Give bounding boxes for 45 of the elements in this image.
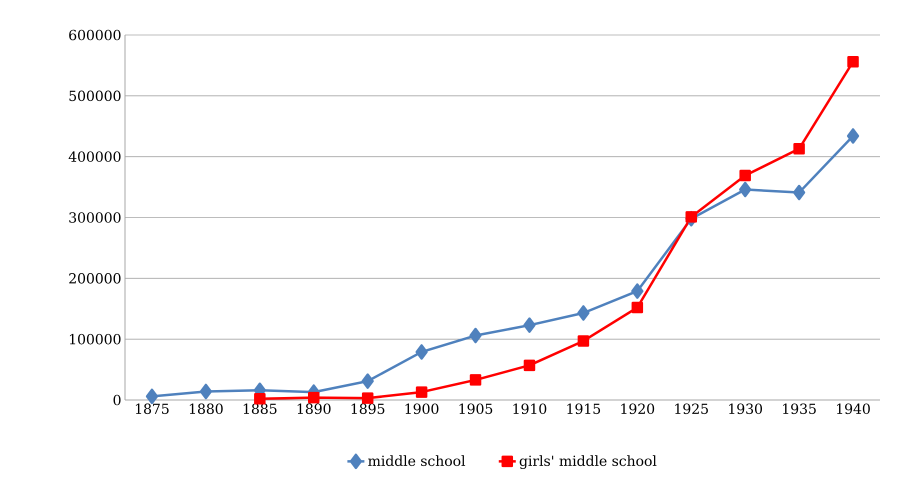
x-tick-label: 1910	[513, 404, 546, 414]
point	[792, 184, 806, 200]
x-tick-label: 1890	[298, 404, 331, 414]
x-tick-label: 1885	[244, 404, 276, 414]
x-tick-label: 1920	[621, 404, 654, 414]
point	[200, 384, 212, 400]
x-tick-label: 1880	[190, 404, 223, 414]
legend-label: girls' middle school	[520, 455, 656, 469]
point	[146, 388, 158, 404]
point	[470, 374, 482, 386]
point	[793, 143, 805, 155]
point	[362, 373, 374, 389]
y-tick-label: 300000	[69, 212, 121, 223]
point	[739, 170, 751, 182]
point	[631, 283, 644, 299]
point	[739, 182, 752, 198]
point	[847, 56, 859, 68]
x-tick-label: 1895	[352, 404, 384, 414]
x-tick-label: 1875	[136, 404, 169, 414]
point	[308, 392, 320, 404]
point	[362, 392, 374, 404]
y-tick-label: 500000	[69, 90, 121, 102]
point	[686, 211, 698, 223]
legend-label: middle school	[368, 455, 466, 466]
point	[846, 128, 860, 144]
point	[469, 328, 482, 344]
x-tick-label: 1940	[837, 404, 870, 414]
point	[523, 317, 536, 333]
point	[524, 360, 536, 372]
y-tick-label: 600000	[69, 30, 121, 40]
x-tick-label: 1935	[783, 404, 816, 414]
y-tick-label: 200000	[69, 273, 121, 284]
x-tick-label: 1905	[459, 404, 492, 414]
point	[415, 344, 428, 360]
point	[578, 335, 590, 347]
y-tick-label: 100000	[70, 334, 121, 344]
x-tick-label: 1925	[675, 404, 708, 414]
point	[416, 386, 428, 398]
point	[632, 302, 644, 314]
x-tick-label: 1930	[729, 404, 762, 414]
point	[577, 305, 590, 321]
x-tick-label: 1915	[567, 404, 600, 414]
y-tick-label: 0	[114, 394, 121, 406]
y-tick-label: 400000	[68, 151, 121, 162]
x-tick-label: 1900	[406, 404, 438, 414]
